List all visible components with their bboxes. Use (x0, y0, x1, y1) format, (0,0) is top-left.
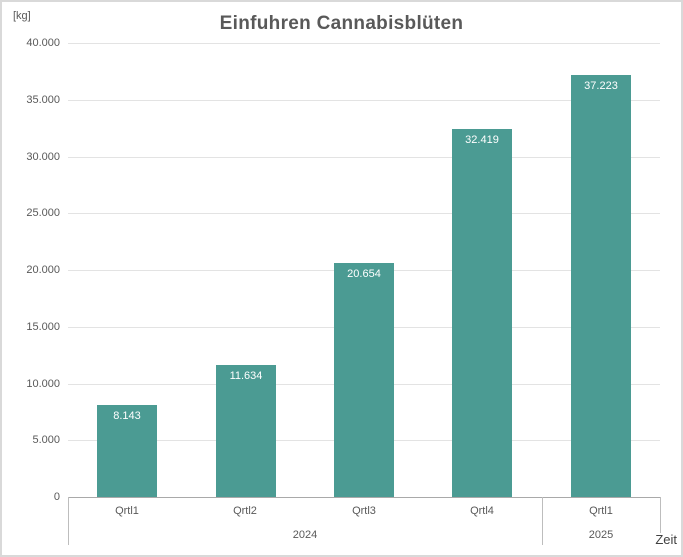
axis-group-separator (542, 497, 543, 545)
chart-title: Einfuhren Cannabisblüten (219, 13, 464, 34)
y-tick-label: 20.000 (26, 264, 60, 276)
y-tick-label: 15.000 (26, 321, 60, 333)
gridline (68, 157, 660, 158)
bar-value-label: 32.419 (465, 134, 499, 146)
gridline (68, 100, 660, 101)
x-tick-label: Qrtl2 (233, 505, 257, 517)
plot-area: 8.143 11.634 20.654 32.419 37.223 (68, 43, 660, 498)
y-tick-label: 10.000 (26, 378, 60, 390)
axis-group-separator (68, 497, 69, 545)
y-tick-label: 35.000 (26, 94, 60, 106)
x-tick-label: Qrtl1 (589, 505, 613, 517)
bar: 11.634 (216, 365, 276, 497)
bar-value-label: 8.143 (113, 410, 141, 422)
y-tick-label: 25.000 (26, 207, 60, 219)
axis-group-separator (660, 497, 661, 533)
gridline (68, 213, 660, 214)
bar: 8.143 (97, 405, 157, 497)
bar-value-label: 11.634 (229, 370, 263, 382)
x-tick-label: Qrtl4 (470, 505, 494, 517)
y-tick-label: 40.000 (26, 37, 60, 49)
y-axis-unit-label: [kg] (13, 10, 31, 22)
y-tick-label: 0 (53, 491, 60, 503)
y-tick-label: 5.000 (32, 434, 60, 446)
x-tick-label: Qrtl3 (352, 505, 376, 517)
x-axis-title: Zeit (655, 532, 677, 547)
bar: 20.654 (334, 263, 394, 497)
x-group-label: 2024 (292, 529, 318, 541)
x-tick-label: Qrtl1 (115, 505, 139, 517)
gridline (68, 43, 660, 44)
bar-value-label: 37.223 (584, 80, 618, 92)
x-group-label: 2025 (588, 529, 614, 541)
bar: 37.223 (571, 75, 631, 497)
bar: 32.419 (452, 129, 512, 497)
y-tick-label: 30.000 (26, 151, 60, 163)
bar-value-label: 20.654 (347, 268, 381, 280)
